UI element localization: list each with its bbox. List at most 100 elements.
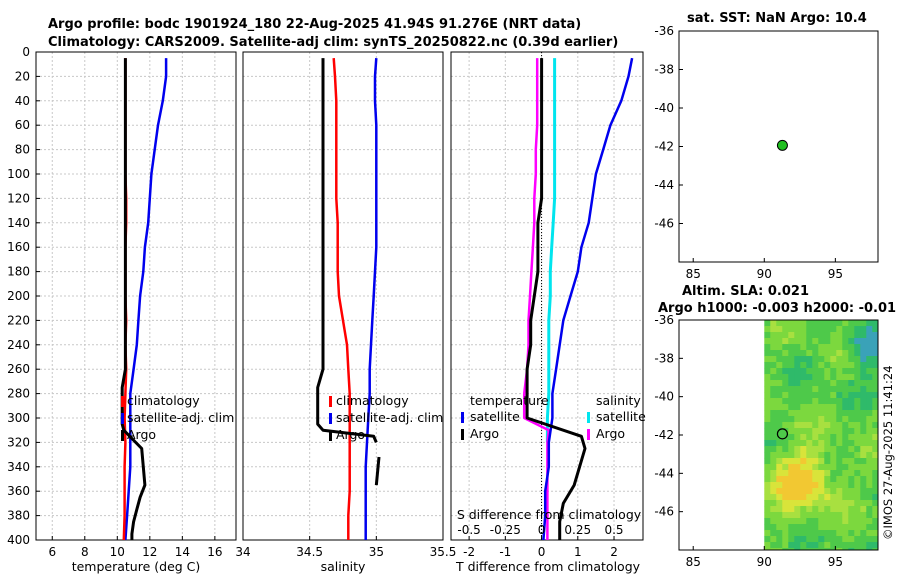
sla-cell	[812, 338, 819, 345]
sla-cell	[764, 404, 771, 411]
map-y-tick-label: -42	[654, 140, 674, 154]
y-tick-label: 100	[7, 167, 30, 181]
sla-cell	[830, 470, 837, 477]
y-tick-label: 80	[15, 143, 30, 157]
sla-cell	[824, 356, 831, 363]
sla-cell	[782, 362, 789, 369]
sla-cell	[836, 410, 843, 417]
sla-cell	[836, 434, 843, 441]
sla-cell	[782, 470, 789, 477]
sla-cell	[806, 374, 813, 381]
sla-cell	[818, 422, 825, 429]
sla-cell	[836, 344, 843, 351]
sla-cell	[770, 356, 777, 363]
sla-cell	[788, 440, 795, 447]
sla-cell	[788, 368, 795, 375]
sla-cell	[812, 512, 819, 519]
sla-cell	[866, 404, 873, 411]
sla-cell	[806, 512, 813, 519]
sla-cell	[824, 542, 831, 549]
sla-cell	[866, 518, 873, 525]
legend-swatch	[121, 396, 124, 407]
sla-cell	[764, 386, 771, 393]
x-tick-label: 34.5	[296, 545, 323, 559]
x-tick-label: -1	[499, 545, 511, 559]
sla-cell	[794, 458, 801, 465]
sla-cell	[842, 446, 849, 453]
sla-cell	[842, 440, 849, 447]
sla-cell	[836, 530, 843, 537]
sla-cell	[860, 416, 867, 423]
sla-cell	[854, 368, 861, 375]
sla-cell	[866, 368, 873, 375]
sla-cell	[782, 350, 789, 357]
sla-cell	[830, 428, 837, 435]
sla-cell	[782, 548, 789, 551]
sla-cell	[788, 350, 795, 357]
sla-cell	[800, 416, 807, 423]
sla-cell	[818, 524, 825, 531]
sla-cell	[866, 458, 873, 465]
y-tick-label: 380	[7, 509, 30, 523]
sla-cell	[776, 524, 783, 531]
sla-cell	[842, 500, 849, 507]
sla-cell	[872, 428, 879, 435]
sla-cell	[872, 350, 879, 357]
sla-cell	[764, 422, 771, 429]
sla-cell	[794, 332, 801, 339]
sla-cell	[860, 332, 867, 339]
sla-cell	[764, 410, 771, 417]
sla-cell	[866, 500, 873, 507]
sla-cell	[794, 488, 801, 495]
sla-map-title-line2: Argo h1000: -0.003 h2000: -0.01	[658, 301, 896, 316]
sla-cell	[782, 338, 789, 345]
sla-cell	[866, 350, 873, 357]
sla-cell	[872, 464, 879, 471]
sla-cell	[842, 368, 849, 375]
sla-cell	[824, 506, 831, 513]
sla-cell	[836, 536, 843, 543]
sla-cell	[848, 338, 855, 345]
map-x-tick-label: 85	[686, 267, 701, 281]
sla-cell	[848, 482, 855, 489]
sla-cell	[770, 344, 777, 351]
sla-cell	[782, 326, 789, 333]
sla-cell	[776, 482, 783, 489]
sla-cell	[782, 506, 789, 513]
sla-cell	[824, 320, 831, 327]
sla-cell	[794, 500, 801, 507]
sla-cell	[842, 428, 849, 435]
sla-cell	[818, 428, 825, 435]
sla-cell	[842, 410, 849, 417]
sla-cell	[788, 410, 795, 417]
series-salinity-climatology	[332, 58, 351, 540]
sla-cell	[794, 482, 801, 489]
sla-cell	[794, 440, 801, 447]
sla-cell	[818, 344, 825, 351]
sla-cell	[794, 386, 801, 393]
sla-cell	[836, 476, 843, 483]
sla-cell	[806, 422, 813, 429]
sla-cell	[866, 428, 873, 435]
sla-cell	[860, 542, 867, 549]
sla-cell	[812, 380, 819, 387]
sla-cell	[824, 326, 831, 333]
map-y-tick-label: -36	[654, 313, 674, 327]
argo-location-marker	[776, 139, 788, 151]
sla-cell	[794, 320, 801, 327]
sla-cell	[782, 476, 789, 483]
sla-cell	[866, 494, 873, 501]
sla-cell	[830, 518, 837, 525]
sla-cell	[854, 446, 861, 453]
sla-cell	[794, 326, 801, 333]
sla-cell	[794, 542, 801, 549]
sla-cell	[836, 428, 843, 435]
sla-cell	[866, 524, 873, 531]
y-tick-label: 300	[7, 411, 30, 425]
sla-cell	[872, 422, 879, 429]
sla-cell	[776, 386, 783, 393]
sla-cell	[836, 350, 843, 357]
sla-cell	[770, 500, 777, 507]
sla-cell	[818, 338, 825, 345]
sla-cell	[872, 440, 879, 447]
